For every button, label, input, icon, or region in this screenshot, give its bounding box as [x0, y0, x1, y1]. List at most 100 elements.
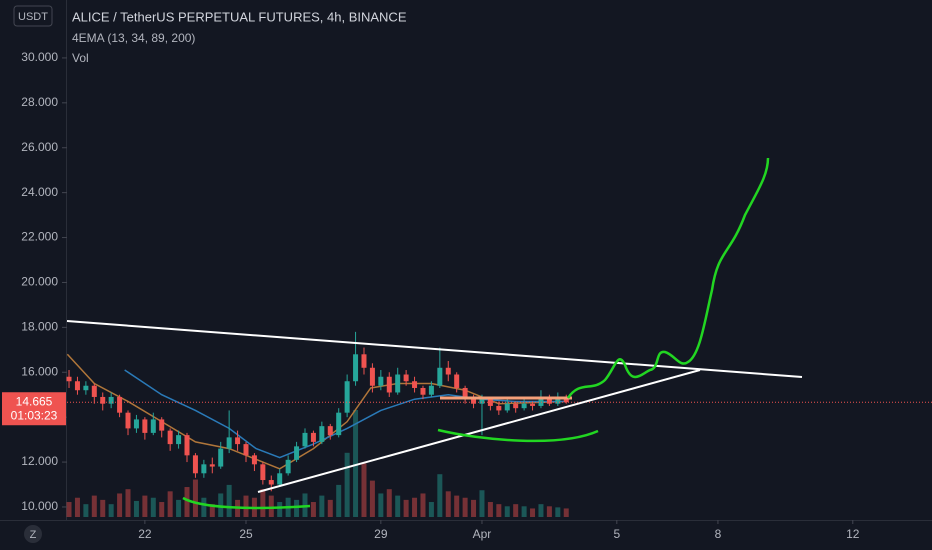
volume-bar — [192, 479, 198, 517]
volume-bar — [369, 480, 375, 517]
candle-body — [344, 381, 350, 413]
y-tick-label: 10.000 — [21, 499, 58, 513]
volume-bar — [142, 495, 148, 517]
y-tick-label: 24.000 — [21, 185, 58, 199]
candle-body — [445, 367, 451, 375]
y-tick-label: 18.000 — [21, 320, 58, 334]
volume-bar — [479, 490, 485, 517]
x-tick-label: 12 — [846, 527, 860, 541]
chart-title: ALICE / TetherUS PERPETUAL FUTURES, 4h, … — [72, 9, 407, 24]
volume-bar — [420, 493, 426, 517]
candle-body — [218, 448, 224, 467]
countdown: 01:03:23 — [11, 408, 58, 422]
volume-bar — [454, 495, 460, 517]
candle-body — [294, 446, 300, 460]
volume-bar — [91, 495, 97, 517]
candle-body — [412, 381, 418, 388]
volume-bar — [218, 493, 224, 517]
candle-body — [361, 354, 367, 368]
volume-bar — [353, 410, 359, 517]
last-price-label: 14.665 — [16, 394, 53, 408]
candle-body — [319, 426, 325, 442]
volume-bar — [462, 497, 468, 517]
candle-body — [74, 381, 80, 391]
volume-bar — [294, 499, 300, 517]
volume-bar — [66, 502, 72, 517]
candle-body — [184, 435, 190, 456]
trendline — [66, 320, 803, 378]
candle-body — [369, 367, 375, 386]
volume-bar — [209, 504, 215, 517]
volume-bar — [386, 489, 392, 517]
candle-body — [277, 473, 283, 485]
candle-body — [117, 396, 123, 413]
currency-box[interactable] — [13, 5, 53, 27]
candle-body — [108, 396, 114, 404]
y-tick-label: 12.000 — [21, 454, 58, 468]
candle-body — [209, 464, 215, 467]
volume-bar — [487, 502, 493, 517]
candle-body — [437, 367, 443, 386]
volume-bar — [243, 495, 249, 517]
candle-body — [176, 435, 182, 445]
volume-bar — [201, 497, 207, 517]
volume-bar — [167, 491, 173, 517]
y-tick-label: 20.000 — [21, 275, 58, 289]
candle-body — [243, 444, 249, 456]
currency[interactable]: USDT — [18, 11, 48, 23]
candle-body — [353, 354, 359, 382]
volume-bar — [437, 474, 443, 517]
volume-bar — [538, 504, 544, 517]
x-tick-label: 22 — [138, 527, 152, 541]
y-tick-label: 30.000 — [21, 50, 58, 64]
volume-bar — [117, 493, 123, 517]
candle-body — [260, 464, 266, 481]
candle-body — [521, 403, 527, 409]
zoom-label[interactable]: Z — [30, 529, 37, 541]
volume-bar — [100, 499, 106, 517]
zoom-button[interactable] — [24, 525, 42, 543]
candle-body — [83, 385, 89, 391]
y-tick-label: 16.000 — [21, 364, 58, 378]
candle-body — [420, 387, 426, 395]
volume-bar — [226, 484, 232, 517]
volume-bar — [555, 507, 561, 517]
volume-bar — [184, 487, 190, 517]
candle-body — [496, 405, 502, 411]
volume-bar — [403, 499, 409, 517]
volume-bar — [445, 491, 451, 517]
candle-body — [555, 396, 561, 404]
candle-body — [142, 419, 148, 433]
volume-bar — [176, 499, 182, 517]
volume-bar — [428, 502, 434, 517]
volume-bar — [327, 499, 333, 517]
volume-bar — [504, 506, 510, 517]
volume-bar — [496, 504, 502, 517]
candle-body — [100, 396, 106, 404]
volume-bar — [563, 508, 569, 517]
y-tick-label: 26.000 — [21, 140, 58, 154]
candle-body — [226, 437, 232, 449]
candle-body — [454, 374, 460, 388]
candle-body — [302, 432, 308, 447]
volume-bar — [125, 489, 131, 517]
volume-bar — [310, 502, 316, 517]
x-tick-label: Apr — [473, 527, 492, 541]
candle-body — [513, 403, 519, 409]
candle-body — [538, 399, 544, 406]
candle-body — [327, 426, 333, 436]
volume-bar — [412, 497, 418, 517]
candle-body — [235, 437, 241, 445]
marks — [66, 331, 932, 517]
volume-bar — [361, 463, 367, 517]
candle-body — [336, 412, 342, 436]
volume-bar — [74, 497, 80, 517]
volume-bar — [336, 484, 342, 517]
y-tick-label: 22.000 — [21, 230, 58, 244]
volume-bar — [150, 497, 156, 517]
candle-body — [91, 385, 97, 397]
candle-body — [546, 399, 552, 404]
volume-bar — [530, 508, 536, 517]
